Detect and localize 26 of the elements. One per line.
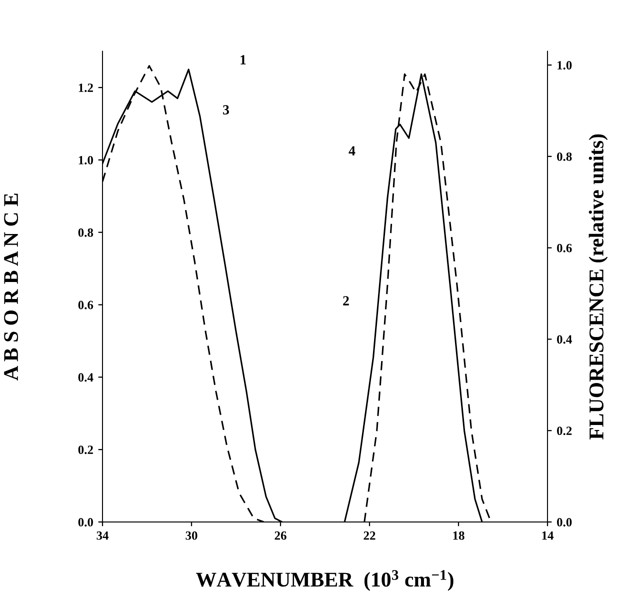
y2-tick-label: 0.4: [557, 335, 572, 344]
annotation: 2: [343, 296, 349, 306]
y-tick-label: 0.6: [78, 300, 94, 310]
y2-tick-label: 0.2: [557, 426, 572, 436]
y-tick-label: 1.2: [78, 84, 93, 92]
annotation: 4: [348, 146, 356, 156]
x-tick-label: 14: [542, 531, 554, 540]
y-tick-label: 1.0: [78, 156, 93, 164]
y2-tick-label: 0.0: [557, 518, 572, 526]
annotation: 1: [240, 55, 246, 64]
x-tick-label: 18: [453, 531, 464, 540]
y2-axis-title: FLUORESCENCE (relative units): [588, 134, 608, 440]
y-tick-label: 0.4: [78, 373, 94, 382]
y2-tick-label: 0.6: [557, 244, 572, 252]
annotation: 3: [223, 105, 229, 114]
x-tick-label: 34: [96, 531, 109, 540]
x-axis-title: WAVENUMBER (10$^{3}$ cm$^{−1}$): [196, 570, 454, 591]
x-tick-label: 30: [186, 531, 198, 540]
y-tick-label: 0.2: [78, 446, 93, 454]
x-tick-label: 26: [274, 531, 286, 540]
y2-tick-label: 1.0: [558, 61, 572, 70]
y2-tick-label: 0.8: [557, 152, 572, 161]
y-tick-label: 0.8: [78, 228, 94, 237]
y-axis-title: A B S O R B A N C E: [4, 194, 18, 381]
y-tick-label: 0.0: [78, 518, 93, 526]
x-tick-label: 22: [364, 531, 376, 540]
